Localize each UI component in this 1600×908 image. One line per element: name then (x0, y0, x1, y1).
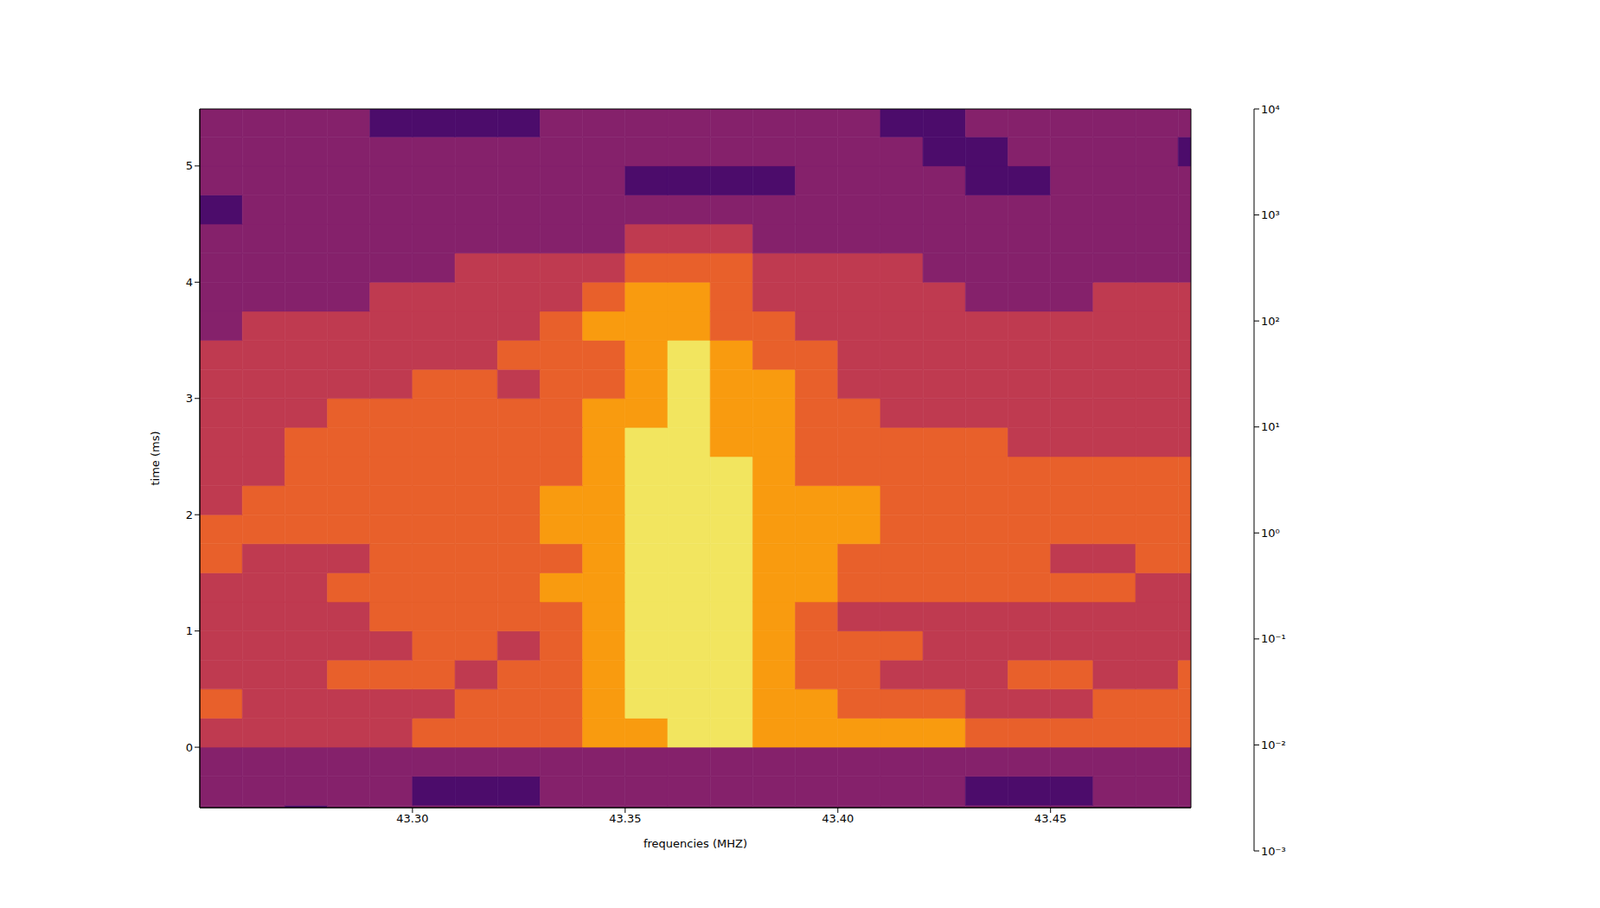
svg-text:5: 5 (185, 159, 193, 173)
svg-text:4: 4 (185, 275, 193, 289)
svg-text:10⁻¹: 10⁻¹ (1260, 632, 1287, 646)
svg-text:43.30: 43.30 (396, 812, 429, 826)
svg-text:1: 1 (185, 624, 193, 638)
svg-text:2: 2 (185, 508, 193, 522)
svg-text:10³: 10³ (1260, 208, 1280, 222)
svg-text:10⁰: 10⁰ (1260, 526, 1280, 540)
svg-text:43.35: 43.35 (608, 812, 641, 826)
svg-text:frequencies (MHZ): frequencies (MHZ) (643, 837, 748, 851)
svg-text:43.40: 43.40 (821, 812, 854, 826)
svg-text:10⁻²: 10⁻² (1260, 738, 1287, 752)
svg-text:0: 0 (185, 741, 193, 755)
svg-text:3: 3 (185, 391, 193, 405)
svg-text:43.45: 43.45 (1034, 812, 1067, 826)
svg-text:10¹: 10¹ (1260, 420, 1280, 434)
svg-text:10²: 10² (1260, 314, 1280, 328)
svg-text:10⁴: 10⁴ (1260, 102, 1280, 116)
svg-text:10⁻³: 10⁻³ (1260, 844, 1287, 858)
svg-text:time (ms): time (ms) (148, 430, 162, 486)
